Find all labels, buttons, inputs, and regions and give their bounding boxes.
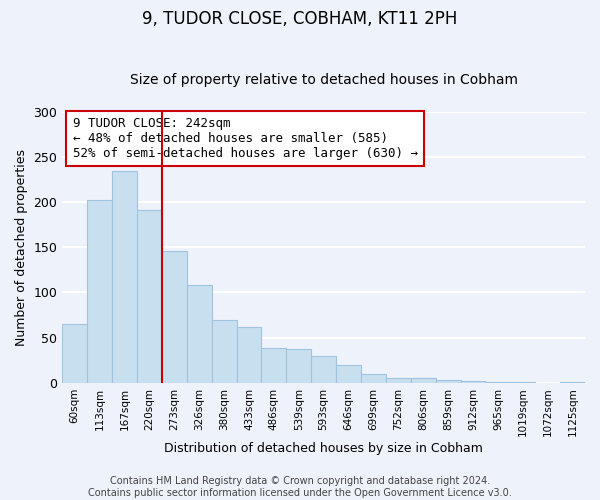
Title: Size of property relative to detached houses in Cobham: Size of property relative to detached ho… bbox=[130, 73, 518, 87]
Bar bbox=[461, 381, 485, 383]
Bar bbox=[560, 382, 585, 383]
Text: 9, TUDOR CLOSE, COBHAM, KT11 2PH: 9, TUDOR CLOSE, COBHAM, KT11 2PH bbox=[142, 10, 458, 28]
Bar bbox=[361, 374, 386, 383]
Bar bbox=[162, 251, 187, 383]
Bar bbox=[386, 378, 411, 383]
Bar bbox=[511, 382, 535, 383]
Bar bbox=[485, 382, 511, 383]
Text: 9 TUDOR CLOSE: 242sqm
← 48% of detached houses are smaller (585)
52% of semi-det: 9 TUDOR CLOSE: 242sqm ← 48% of detached … bbox=[73, 117, 418, 160]
Text: Contains HM Land Registry data © Crown copyright and database right 2024.
Contai: Contains HM Land Registry data © Crown c… bbox=[88, 476, 512, 498]
Bar bbox=[137, 210, 162, 383]
Bar bbox=[311, 356, 336, 383]
Y-axis label: Number of detached properties: Number of detached properties bbox=[15, 149, 28, 346]
Bar bbox=[87, 200, 112, 383]
Bar bbox=[187, 286, 212, 383]
Bar bbox=[62, 324, 87, 383]
Bar bbox=[286, 350, 311, 383]
Bar bbox=[112, 172, 137, 383]
Bar bbox=[262, 348, 286, 383]
Bar bbox=[336, 365, 361, 383]
Bar bbox=[236, 327, 262, 383]
Bar bbox=[212, 320, 236, 383]
X-axis label: Distribution of detached houses by size in Cobham: Distribution of detached houses by size … bbox=[164, 442, 483, 455]
Bar bbox=[411, 378, 436, 383]
Bar bbox=[436, 380, 461, 383]
